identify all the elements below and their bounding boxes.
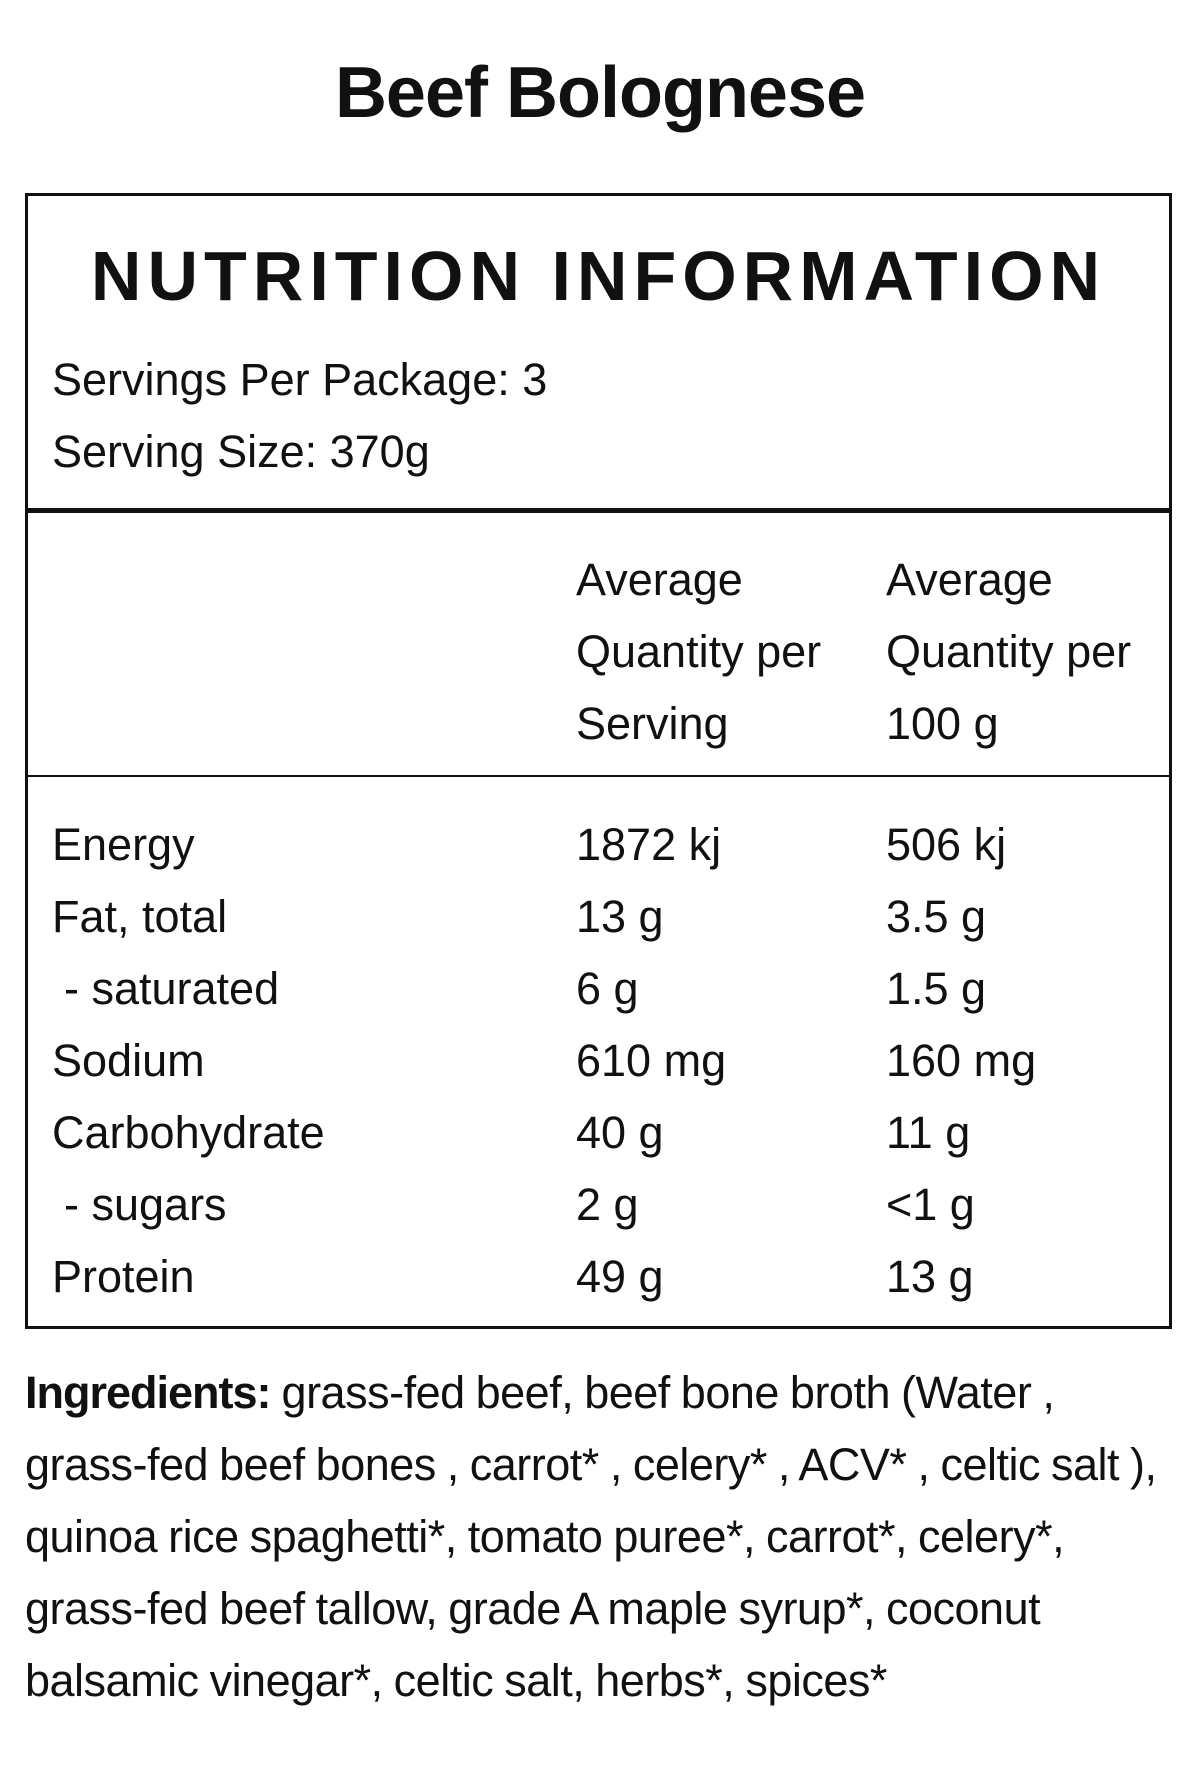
- servings-per-package: Servings Per Package: 3: [52, 354, 548, 405]
- product-title: Beef Bolognese: [334, 53, 866, 133]
- nutrient-per-100g: <1 g: [886, 1179, 975, 1230]
- nutrient-per-100g: 3.5 g: [886, 891, 987, 942]
- ingredients-paragraph: Ingredients: grass-fed beef, beef bone b…: [25, 1357, 1185, 1717]
- nutrient-name: Energy: [52, 819, 195, 870]
- nutrient-per-100g: 1.5 g: [886, 963, 987, 1014]
- nutrition-heading: NUTRITION INFORMATION: [90, 237, 1107, 315]
- nutrient-name: - sugars: [64, 1179, 227, 1230]
- nutrient-per-serving: 610 mg: [576, 1035, 727, 1086]
- column-header-line: Average: [576, 554, 743, 605]
- nutrient-row-fat-total: Fat, total 13 g 3.5 g: [28, 881, 1169, 953]
- nutrient-row-sugars: - sugars 2 g <1 g: [28, 1169, 1169, 1241]
- nutrient-per-serving: 6 g: [576, 963, 639, 1014]
- nutrition-panel: NUTRITION INFORMATION Servings Per Packa…: [25, 193, 1172, 1329]
- column-header-line: 100 g: [886, 698, 999, 749]
- nutrient-per-100g: 11 g: [886, 1107, 971, 1158]
- column-header-line: Quantity per: [886, 626, 1132, 677]
- nutrient-name: - saturated: [64, 963, 280, 1014]
- nutrient-row-sodium: Sodium 610 mg 160 mg: [28, 1025, 1169, 1097]
- nutrient-name: Fat, total: [52, 891, 228, 942]
- column-header-line: Quantity per: [576, 626, 822, 677]
- ingredients-text: grass-fed beef, beef bone broth (Water ,…: [25, 1367, 1157, 1706]
- column-header-per-100g: Average Quantity per 100 g: [886, 544, 1186, 760]
- nutrient-row-protein: Protein 49 g 13 g: [28, 1241, 1169, 1313]
- divider-thick: [28, 508, 1169, 513]
- nutrient-per-serving: 13 g: [576, 891, 664, 942]
- ingredients-label: Ingredients:: [25, 1367, 272, 1418]
- nutrient-per-100g: 13 g: [886, 1251, 974, 1302]
- nutrient-per-serving: 2 g: [576, 1179, 639, 1230]
- nutrient-per-100g: 506 kj: [886, 819, 1007, 870]
- nutrient-per-serving: 1872 kj: [576, 819, 722, 870]
- column-header-line: Serving: [576, 698, 729, 749]
- column-header-per-serving: Average Quantity per Serving: [576, 544, 876, 760]
- nutrient-name: Carbohydrate: [52, 1107, 325, 1158]
- nutrient-name: Protein: [52, 1251, 195, 1302]
- column-header-line: Average: [886, 554, 1053, 605]
- nutrient-per-serving: 40 g: [576, 1107, 664, 1158]
- nutrient-name: Sodium: [52, 1035, 205, 1086]
- divider-thin: [28, 775, 1169, 777]
- nutrient-row-energy: Energy 1872 kj 506 kj: [28, 809, 1169, 881]
- nutrient-row-saturated: - saturated 6 g 1.5 g: [28, 953, 1169, 1025]
- serving-size: Serving Size: 370g: [52, 426, 430, 477]
- nutrient-per-100g: 160 mg: [886, 1035, 1037, 1086]
- nutrient-row-carbohydrate: Carbohydrate 40 g 11 g: [28, 1097, 1169, 1169]
- nutrient-per-serving: 49 g: [576, 1251, 664, 1302]
